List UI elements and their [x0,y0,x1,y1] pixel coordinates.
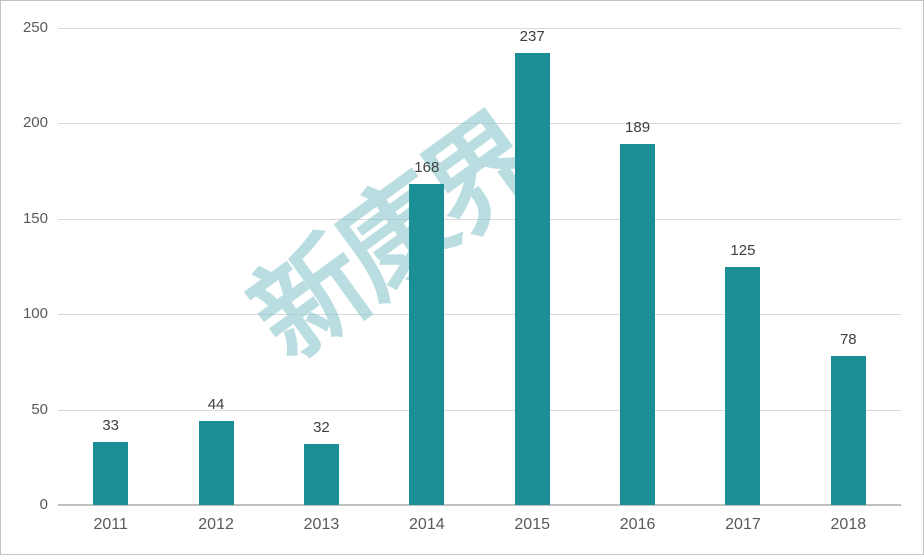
y-tick-label: 250 [22,19,48,36]
bar-value-label: 189 [625,119,651,137]
x-tick-label: 2015 [514,516,550,533]
y-tick-label: 0 [39,496,48,513]
gridline [58,314,901,316]
bar-2018 [830,356,866,505]
bar-2017 [725,266,761,505]
x-tick-label: 2013 [303,516,340,533]
x-tick-label: 2018 [830,516,867,533]
x-tick-label: 2017 [725,516,761,533]
gridline [58,123,901,125]
bar-value-label: 44 [207,396,225,414]
bar-value-label: 33 [102,417,120,435]
gridline [58,28,901,29]
x-axis-line [58,504,901,506]
y-tick-label: 50 [31,400,48,418]
bar-2014 [409,184,445,505]
x-tick-label: 2012 [198,516,234,533]
bar-2011 [93,442,129,505]
x-tick-label: 2014 [409,516,445,533]
y-tick-label: 200 [22,114,48,132]
bar-value-label: 32 [313,418,330,436]
bar-2012 [198,421,234,505]
gridline [58,409,901,411]
bar-value-label: 125 [730,241,756,259]
bar-value-label: 168 [414,159,440,177]
bar-2016 [620,144,656,505]
y-tick-label: 150 [22,209,48,227]
y-tick-label: 100 [22,305,48,323]
bar-value-label: 237 [519,27,545,45]
x-tick-label: 2011 [93,516,128,533]
bar-2013 [303,443,339,505]
gridline [58,218,901,220]
x-tick-label: 2016 [619,516,656,533]
watermark: 新康界 [229,94,561,383]
bar-value-label: 78 [839,331,857,349]
bar-2015 [514,52,550,505]
